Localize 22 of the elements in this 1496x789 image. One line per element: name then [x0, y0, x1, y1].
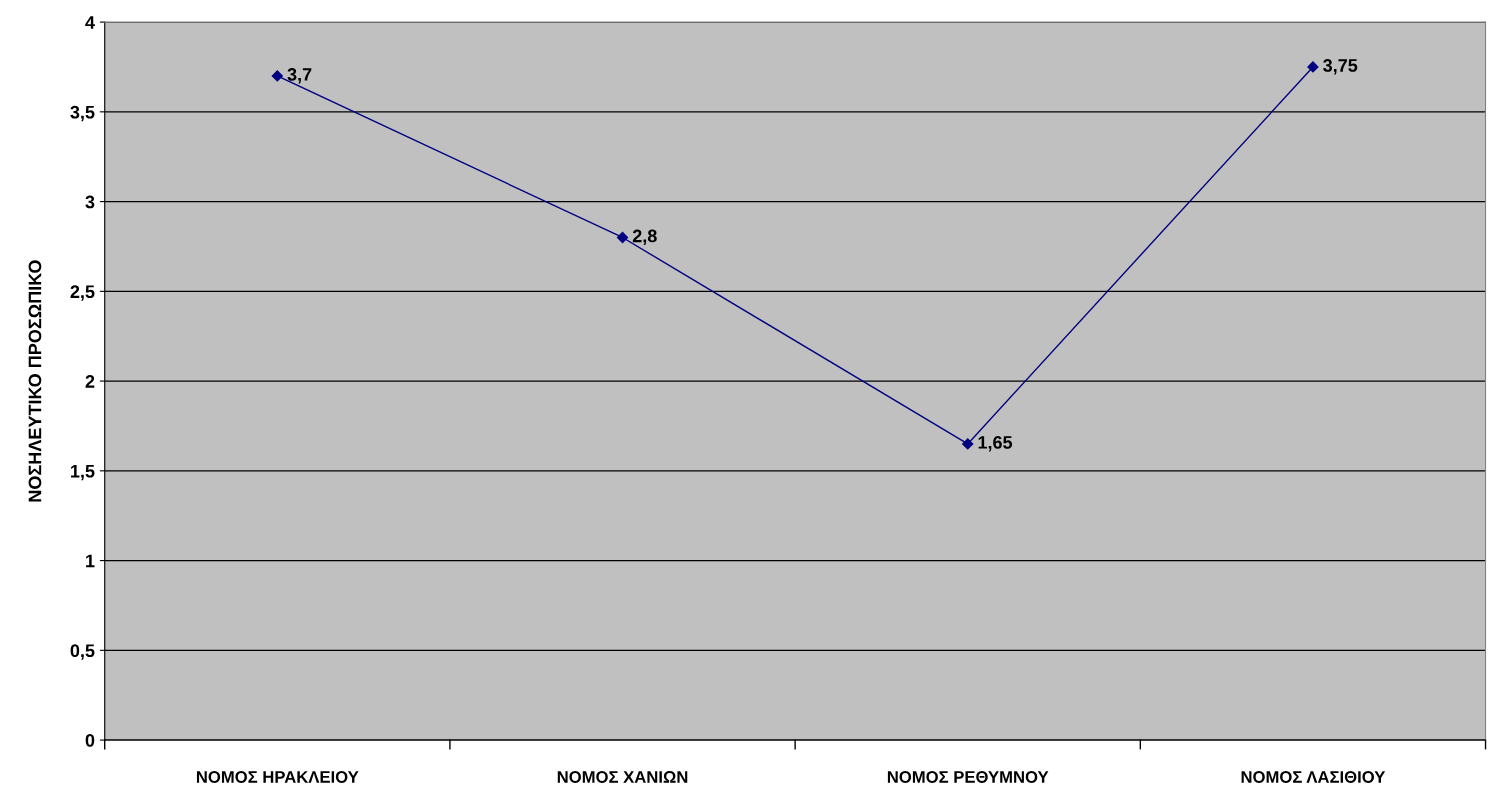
- x-tick-label: ΝΟΜΟΣ ΗΡΑΚΛΕΙΟΥ: [196, 771, 359, 783]
- data-label: 2,8: [632, 229, 657, 245]
- data-label: 1,65: [978, 435, 1013, 452]
- y-tick-label: 4: [85, 16, 95, 29]
- point: [1307, 61, 1319, 73]
- y-tick-label: 1,5: [71, 464, 95, 481]
- point: [962, 438, 974, 450]
- data-label: 3,7: [287, 68, 312, 84]
- y-tick-label: 1: [86, 554, 95, 568]
- y-axis-title: ΝΟΣΗΛΕΥΤΙΚΟ ΠΡΟΣΩΠΙΚΟ: [28, 260, 42, 502]
- y-tick-label: 0,5: [70, 644, 95, 660]
- y-tick-label: 3: [85, 195, 95, 209]
- x-tick-label: ΝΟΜΟΣ ΡΕΘΥΜΝΟΥ: [887, 771, 1049, 783]
- y-tick-label: 2: [85, 375, 95, 388]
- data-label: 3,75: [1323, 59, 1358, 75]
- y-tick-label: 3,5: [70, 105, 95, 122]
- y-tick-label: 0: [85, 734, 95, 747]
- y-tick-label: 2,5: [70, 285, 95, 301]
- point: [271, 70, 283, 82]
- x-tick-label: ΝΟΜΟΣ ΛΑΣΙΘΙΟΥ: [1241, 771, 1386, 783]
- x-tick-label: ΝΟΜΟΣ ΧΑΝΙΩΝ: [557, 771, 688, 783]
- point: [616, 231, 629, 244]
